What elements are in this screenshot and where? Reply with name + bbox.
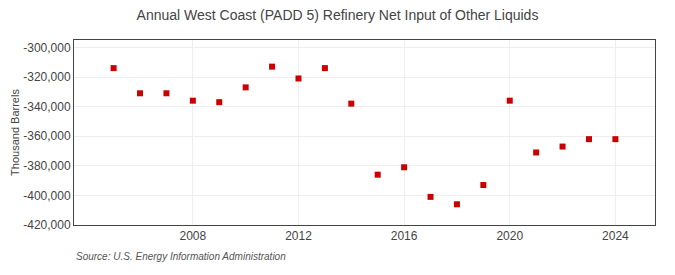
svg-text:2008: 2008 — [179, 229, 206, 243]
svg-text:-300,000: -300,000 — [23, 41, 71, 55]
svg-text:2020: 2020 — [496, 229, 523, 243]
svg-text:-400,000: -400,000 — [23, 189, 71, 203]
svg-text:2016: 2016 — [391, 229, 418, 243]
svg-text:Thousand Barrels: Thousand Barrels — [9, 89, 21, 176]
svg-text:-360,000: -360,000 — [23, 129, 71, 143]
svg-text:-420,000: -420,000 — [23, 218, 71, 232]
svg-text:-320,000: -320,000 — [23, 70, 71, 84]
svg-text:-380,000: -380,000 — [23, 159, 71, 173]
svg-text:-340,000: -340,000 — [23, 100, 71, 114]
svg-text:Annual West Coast (PADD 5) Ref: Annual West Coast (PADD 5) Refinery Net … — [137, 7, 539, 23]
svg-text:2012: 2012 — [285, 229, 312, 243]
svg-text:2024: 2024 — [602, 229, 629, 243]
svg-text:Source: U.S. Energy Informatio: Source: U.S. Energy Information Administ… — [76, 251, 286, 262]
